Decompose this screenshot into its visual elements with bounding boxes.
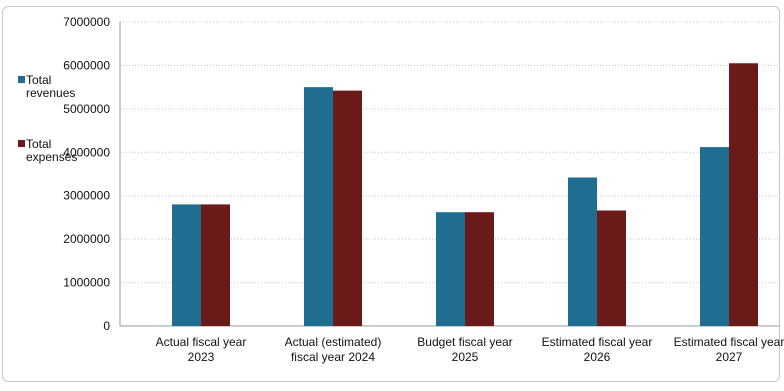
x-category-label: Actual (estimated): [285, 335, 382, 349]
x-category-label: Actual fiscal year: [156, 335, 247, 349]
legend-label: revenues: [26, 86, 75, 100]
x-category-label: 2027: [716, 350, 743, 364]
y-tick-label: 3000000: [63, 189, 110, 203]
bar-total-revenues-4: [700, 147, 729, 326]
x-category-label: Budget fiscal year: [417, 335, 512, 349]
legend-label: expenses: [26, 150, 77, 164]
x-category-label: 2026: [584, 350, 611, 364]
x-category-label: Estimated fiscal year: [542, 335, 653, 349]
x-category-label: 2023: [188, 350, 215, 364]
bar-total-revenues-3: [568, 177, 597, 326]
x-category-label: Estimated fiscal year: [674, 335, 784, 349]
legend-label: Total: [26, 137, 51, 151]
legend-label: Total: [26, 73, 51, 87]
bar-total-expenses-4: [729, 63, 758, 326]
chart-frame: [2, 6, 780, 382]
bar-total-revenues-0: [172, 204, 201, 326]
legend-swatch: [18, 140, 25, 147]
x-category-label: 2025: [452, 350, 479, 364]
y-tick-label: 4000000: [63, 145, 110, 159]
y-tick-label: 5000000: [63, 102, 110, 116]
y-tick-label: 2000000: [63, 232, 110, 246]
bar-total-expenses-0: [201, 204, 230, 326]
y-tick-label: 6000000: [63, 58, 110, 72]
bar-total-revenues-1: [304, 87, 333, 327]
y-tick-label: 1000000: [63, 276, 110, 290]
bar-total-expenses-1: [333, 90, 362, 326]
y-tick-label: 7000000: [63, 15, 110, 29]
bars: [172, 63, 758, 327]
y-tick-label: 0: [103, 319, 110, 333]
legend-swatch: [18, 76, 25, 83]
x-category-label: fiscal year 2024: [291, 350, 375, 364]
bar-total-expenses-2: [465, 212, 494, 326]
bar-total-expenses-3: [597, 210, 626, 326]
y-axis-ticks: 0 1000000 2000000 3000000 4000000 5000000 6000…: [63, 15, 110, 333]
bar-total-revenues-2: [436, 212, 465, 326]
